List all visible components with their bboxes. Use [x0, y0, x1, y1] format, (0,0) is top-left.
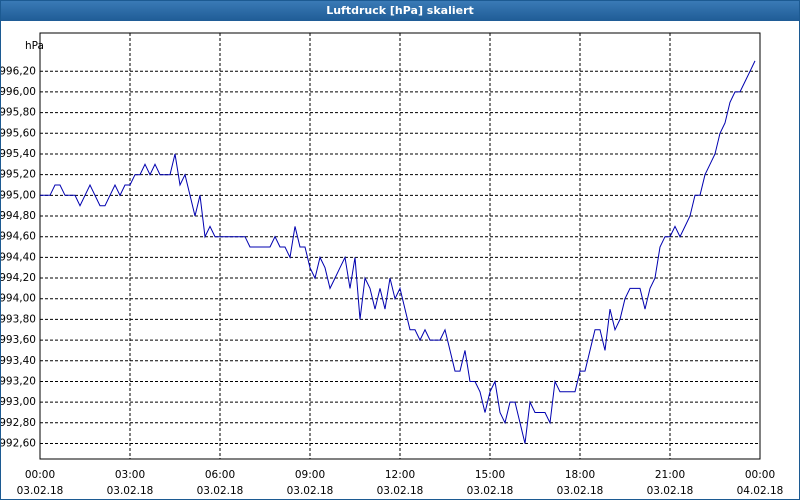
x-tick-date: 03.02.18	[197, 485, 244, 497]
x-tick-date: 03.02.18	[647, 485, 694, 497]
x-tick-date: 03.02.18	[287, 485, 334, 497]
y-tick-label: 995,60	[1, 127, 36, 139]
x-tick-label: 03:00	[115, 469, 145, 481]
x-tick-label: 09:00	[295, 469, 325, 481]
x-tick-label: 21:00	[655, 469, 685, 481]
y-tick-label: 993,40	[1, 355, 36, 367]
y-tick-label: 995,00	[1, 189, 36, 201]
line-series	[40, 60, 756, 444]
x-tick-date: 04.02.18	[737, 485, 784, 497]
x-tick-date: 03.02.18	[17, 485, 64, 497]
y-tick-label: 993,60	[1, 334, 36, 346]
y-tick-label: 996,20	[1, 65, 36, 77]
x-tick-label: 18:00	[565, 469, 595, 481]
y-tick-label: 995,40	[1, 148, 36, 160]
y-tick-label: 992,60	[1, 437, 36, 449]
y-tick-label: 994,40	[1, 251, 36, 263]
x-tick-label: 12:00	[385, 469, 415, 481]
y-tick-label: 995,20	[1, 169, 36, 181]
y-axis-unit: hPa	[25, 40, 44, 52]
y-tick-label: 993,00	[1, 396, 36, 408]
y-tick-label: 994,20	[1, 272, 36, 284]
x-tick-label: 06:00	[205, 469, 235, 481]
x-tick-label: 15:00	[475, 469, 505, 481]
y-tick-label: 996,00	[1, 86, 36, 98]
x-tick-label: 00:00	[745, 469, 775, 481]
y-tick-label: 993,80	[1, 313, 36, 325]
y-tick-label: 994,00	[1, 293, 36, 305]
y-tick-label: 992,80	[1, 417, 36, 429]
x-tick-date: 03.02.18	[557, 485, 604, 497]
y-tick-label: 994,60	[1, 231, 36, 243]
plot-border	[39, 32, 761, 460]
y-tick-label: 994,80	[1, 210, 36, 222]
y-tick-label: 993,20	[1, 375, 36, 387]
x-tick-label: 00:00	[25, 469, 55, 481]
y-tick-label: 995,80	[1, 107, 36, 119]
chart: hPa 992,60 992,80 993,00 993,20 993,40 993,60…	[1, 32, 784, 497]
x-tick-date: 03.02.18	[377, 485, 424, 497]
x-tick-date: 03.02.18	[107, 485, 154, 497]
x-tick-date: 03.02.18	[467, 485, 514, 497]
title-bar: Luftdruck [hPa] skaliert	[1, 1, 799, 21]
